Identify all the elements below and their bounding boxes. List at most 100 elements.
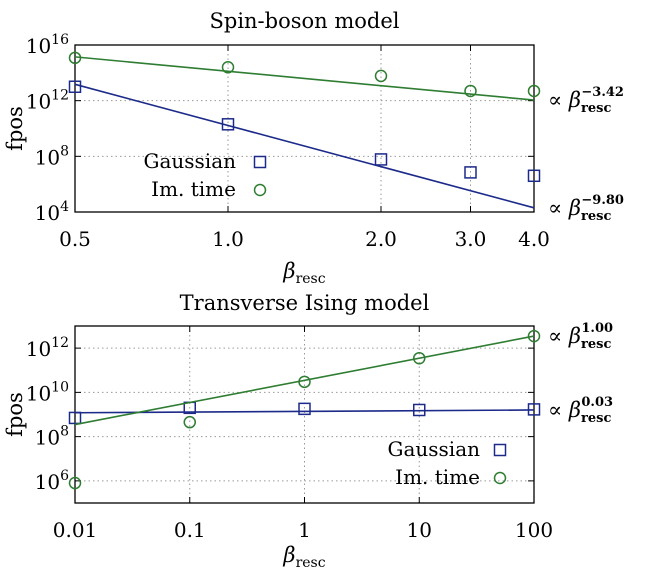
y-tick-exponent: 10: [51, 379, 69, 395]
x-tick-label: 2.0: [365, 227, 397, 251]
annotation-subscript: resc: [581, 209, 611, 224]
data-point-circle: [221, 61, 235, 74]
data-point-circle: [527, 84, 541, 98]
exponent-annotation: ∝ βresc−9.80: [548, 193, 624, 224]
y-tick-base: 10: [35, 470, 60, 494]
annotation-exponent: 0.03: [581, 395, 613, 410]
data-point-circle: [464, 84, 477, 98]
y-tick-base: 10: [26, 90, 51, 114]
data-point-square: [527, 403, 541, 416]
data-point-circle: [298, 375, 311, 389]
data-point-circle: [68, 51, 82, 65]
annotation-prefix: ∝: [548, 398, 569, 422]
x-tick-label: 0.5: [59, 227, 91, 251]
y-tick-exponent: 16: [51, 32, 69, 48]
annotation-subscript: resc: [581, 101, 611, 116]
x-axis-symbol: β: [282, 259, 295, 283]
series-gaussian: ∝ βresc−9.80: [68, 80, 624, 224]
x-axis-symbol: β: [282, 543, 295, 567]
y-tick-base: 10: [35, 145, 60, 169]
y-tick-base: 10: [35, 426, 60, 450]
annotation-symbol: β: [568, 88, 581, 112]
annotation-exponent: −3.42: [581, 85, 624, 100]
data-point-circle: [413, 351, 426, 365]
legend-marker-square: [253, 155, 267, 169]
annotation-prefix: ∝: [548, 88, 569, 112]
legend-label: Gaussian: [143, 149, 236, 173]
legend-label: Im. time: [395, 465, 480, 489]
data-point-square: [527, 169, 541, 183]
y-axis-label: fpos: [3, 392, 27, 437]
y-tick-label: 108: [35, 424, 69, 450]
annotation-exponent: −9.80: [581, 193, 624, 208]
data-point-square: [413, 403, 426, 417]
y-tick-label: 1012: [26, 88, 69, 114]
annotation-prefix: ∝: [548, 324, 569, 348]
x-tick-label: 0.1: [174, 518, 206, 542]
y-tick-exponent: 12: [51, 88, 69, 104]
y-tick-exponent: 8: [60, 424, 69, 440]
y-tick-label: 106: [35, 468, 69, 494]
fit-line: [74, 56, 535, 101]
legend-marker-circle: [253, 183, 267, 197]
x-axis-subscript: resc: [296, 271, 326, 287]
x-tick-label: 3.0: [455, 227, 487, 251]
y-tick-base: 10: [35, 201, 60, 225]
x-tick-label: 100: [515, 518, 553, 542]
x-tick-label: 0.01: [53, 518, 98, 542]
series-im-time: ∝ βresc−3.42: [68, 51, 624, 116]
x-axis-subscript: resc: [296, 555, 326, 570]
legend-marker-circle: [493, 471, 507, 485]
fit-line: [74, 335, 535, 426]
series-gaussian: ∝ βresc0.03: [68, 395, 613, 426]
annotation-subscript: resc: [581, 411, 611, 426]
data-point-square: [221, 118, 235, 131]
annotation-prefix: ∝: [548, 196, 569, 220]
data-point-square: [374, 153, 388, 166]
data-point-circle: [374, 69, 388, 83]
legend-label: Im. time: [151, 177, 236, 201]
x-tick-label: 4.0: [518, 227, 550, 251]
annotation-symbol: β: [568, 398, 581, 422]
x-tick-label: 10: [407, 518, 432, 542]
y-tick-label: 1010: [26, 379, 69, 405]
y-tick-label: 1016: [26, 32, 69, 58]
y-tick-exponent: 8: [60, 143, 69, 159]
axes-frame: [74, 44, 535, 213]
data-point-circle: [183, 415, 196, 429]
exponent-annotation: ∝ βresc−3.42: [548, 85, 624, 116]
y-tick-exponent: 6: [60, 468, 69, 484]
data-point-square: [298, 402, 311, 416]
y-tick-exponent: 4: [60, 199, 69, 215]
exponent-annotation: ∝ βresc0.03: [548, 395, 613, 426]
x-axis-label: βresc: [282, 259, 325, 287]
y-tick-label: 108: [35, 143, 69, 169]
annotation-symbol: β: [568, 196, 581, 220]
annotation-symbol: β: [568, 324, 581, 348]
y-tick-label: 1012: [26, 335, 69, 361]
annotation-exponent: 1.00: [581, 321, 613, 336]
data-point-circle: [527, 329, 541, 343]
x-tick-label: 1: [298, 518, 311, 542]
annotation-subscript: resc: [581, 337, 611, 352]
y-tick-exponent: 12: [51, 335, 69, 351]
fit-line: [74, 409, 535, 414]
series-im-time: ∝ βresc1.00: [68, 321, 613, 490]
y-tick-base: 10: [26, 337, 51, 361]
data-point-square: [68, 80, 82, 93]
y-tick-base: 10: [26, 34, 51, 58]
x-axis-label: βresc: [282, 543, 325, 570]
y-axis-label: fpos: [3, 106, 27, 151]
data-point-square: [464, 166, 477, 179]
exponent-annotation: ∝ βresc1.00: [548, 321, 613, 352]
fit-line: [74, 83, 535, 209]
y-tick-base: 10: [26, 381, 51, 405]
x-tick-label: 1.0: [212, 227, 244, 251]
data-point-circle: [68, 476, 82, 490]
legend-label: Gaussian: [387, 437, 480, 461]
y-tick-label: 104: [35, 199, 69, 225]
chart-title: Transverse Ising model: [180, 291, 430, 315]
